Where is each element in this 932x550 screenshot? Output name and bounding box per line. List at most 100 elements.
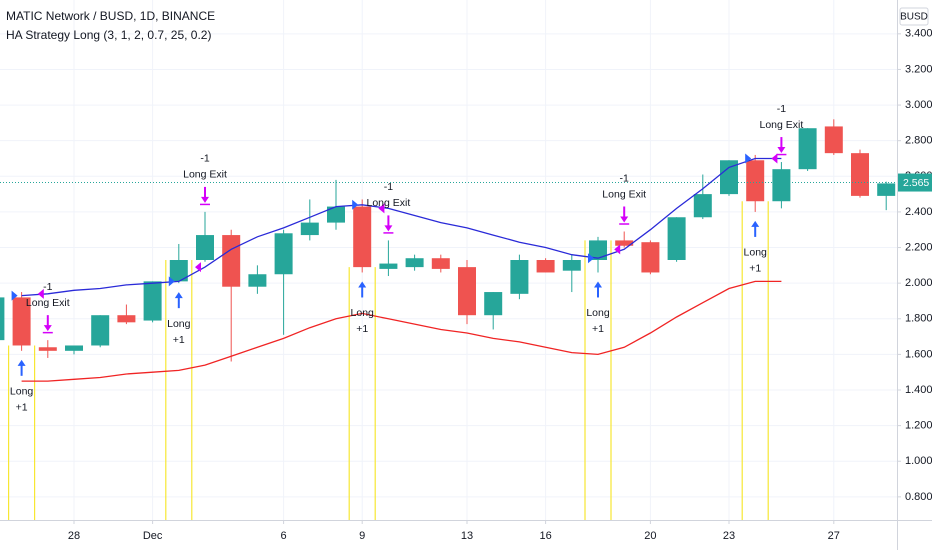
exit-qty: -1 [777,103,786,115]
entry-label: Long [351,307,375,319]
candle-body [38,347,57,351]
candle-body [196,235,214,260]
currency-box [899,7,929,26]
candle-body [65,345,83,351]
entry-marker [745,153,752,164]
entry-arrow-head [751,220,760,227]
candle-body [405,258,424,268]
y-tick-label: 2.800 [905,135,932,147]
candle-body [693,194,712,218]
entry-qty: +1 [173,334,185,346]
y-tick-label: 3.400 [905,28,932,40]
x-tick-label: 6 [281,530,287,542]
candle-body [274,233,293,275]
candle-body [746,160,765,202]
candle-body [117,315,136,323]
exit-qty: -1 [384,181,393,193]
y-tick-label: 3.000 [905,99,932,111]
candle-body [772,169,791,202]
y-tick-label: 1.400 [905,384,932,396]
candle-body [431,258,450,269]
candle-body [484,292,503,316]
x-tick-label: 16 [539,530,551,542]
exit-label: Long Exit [602,188,646,200]
entry-arrow-head [174,292,183,299]
exit-label: Long Exit [760,119,804,131]
exit-marker [771,153,778,164]
entry-qty: +1 [16,402,28,414]
y-tick-label: 2.400 [905,206,932,218]
exit-qty: -1 [620,172,629,184]
x-tick-label: Dec [143,530,163,542]
y-tick-label: 1.200 [905,420,932,432]
indicator-title: HA Strategy Long (3, 1, 2, 0.7, 25, 0.2) [6,28,211,42]
strategy-line [21,157,782,297]
axes: 0.800 1.000 1.200 1.400 1.600 1.800 2.000 2.200… [68,28,932,542]
candle-body [353,206,372,268]
candle-body [327,206,345,223]
y-tick-label: 2.200 [905,241,932,253]
entry-qty: +1 [749,263,761,275]
exit-marker [378,203,385,214]
candle-body [91,315,110,346]
exit-marker [195,262,201,273]
candle-body [877,183,896,196]
entry-label: Long [586,307,610,319]
last-price-box [898,173,932,192]
y-tick-label: 2.000 [905,277,932,289]
exit-arrow-head [777,147,786,154]
exit-qty: -1 [200,153,209,165]
entry-marker [588,253,594,264]
entry-label: Long [744,247,768,259]
y-tick-label: 3.200 [905,63,932,75]
y-tick-label: 1.000 [905,455,932,467]
candle-body [12,297,31,346]
candle-body [720,160,738,195]
exit-arrow-head [201,196,209,203]
plot-area [0,119,897,520]
candle-body [379,263,398,269]
x-tick-label: 28 [68,530,80,542]
exit-label: Long Exit [367,197,411,209]
entry-qty: +1 [356,323,368,335]
entry-arrow-head [17,359,26,366]
last-price-label: 2.565 [903,177,929,189]
candle-body [589,240,607,260]
candle-body [510,260,529,294]
exit-marker [614,244,621,255]
candle-body [458,267,476,316]
grid [0,0,897,520]
x-tick-label: 27 [828,530,840,542]
candle-body [143,281,162,321]
chart-title: MATIC Network / BUSD, 1D, BINANCE [6,9,215,23]
candle-body [248,274,267,287]
entry-label: Long [167,318,191,330]
exit-marker [37,288,44,299]
exit-qty: -1 [43,281,52,293]
x-tick-label: 13 [461,530,473,542]
exit-arrow-head [384,225,393,232]
entry-arrow-head [594,281,602,288]
candle-body [169,260,188,282]
candle-body [300,222,319,236]
entry-marker [352,199,359,210]
candle-body [798,128,817,170]
y-tick-label: 1.800 [905,313,932,325]
exit-arrow-head [43,325,52,332]
y-tick-label: 1.600 [905,348,932,360]
entry-label: Long [10,386,34,398]
candle-body [824,126,843,154]
candle-body [667,217,686,260]
candle-body [0,297,5,341]
candle-body [851,153,869,196]
candle-body [222,235,241,287]
candle-body [615,240,634,246]
y-tick-label: 0.800 [905,491,932,503]
currency: BUSD [900,12,928,23]
strategy-line [21,280,782,382]
candle-body [536,260,555,273]
entry-marker [11,290,18,301]
x-tick-label: 20 [644,530,656,542]
